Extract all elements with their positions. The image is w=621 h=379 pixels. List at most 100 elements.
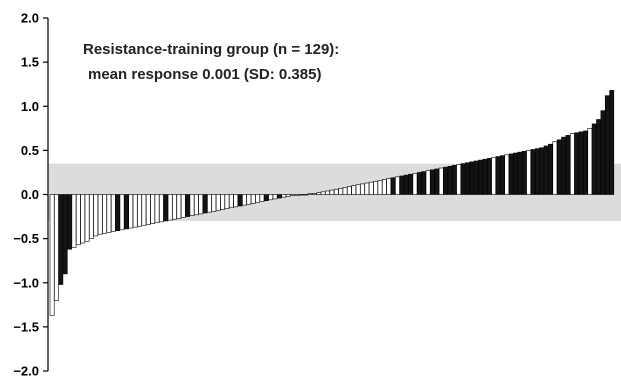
bar <box>390 177 396 195</box>
bar <box>346 186 352 195</box>
bar <box>325 190 330 195</box>
y-tick-label: 0.0 <box>21 187 39 202</box>
bar <box>342 187 348 195</box>
bar <box>84 194 90 242</box>
bar <box>539 147 545 195</box>
bar <box>587 128 593 195</box>
bar <box>228 194 234 209</box>
bar <box>246 194 252 205</box>
bar <box>548 143 553 195</box>
bar <box>552 141 558 195</box>
bar <box>119 194 125 231</box>
bar <box>421 171 427 195</box>
bar <box>242 194 247 206</box>
bar <box>80 194 86 244</box>
bar <box>255 194 260 203</box>
bar <box>132 194 138 228</box>
bar <box>504 154 510 195</box>
bar <box>215 194 221 211</box>
bar <box>141 194 147 226</box>
bar <box>416 172 422 195</box>
y-tick-label: −2.0 <box>13 364 39 379</box>
y-tick-label: −1.5 <box>13 319 39 334</box>
bar <box>438 167 444 195</box>
bar <box>609 90 615 195</box>
bar <box>329 189 335 195</box>
y-tick-layer: 2.0 1.5 1.0 0.5 0.0 −0.5 −1.0 −1.5 −2.0 <box>13 11 48 379</box>
y-tick-label: 0.5 <box>21 143 39 158</box>
y-tick-label: 1.0 <box>21 99 39 114</box>
bar <box>49 194 55 316</box>
bar <box>495 156 501 195</box>
bar <box>115 194 121 231</box>
bar <box>578 131 584 195</box>
bar <box>176 194 182 219</box>
bar <box>517 151 523 195</box>
bar <box>491 157 497 195</box>
bar <box>543 145 549 195</box>
bar <box>460 163 466 195</box>
bar <box>259 194 265 202</box>
bar <box>316 192 322 195</box>
bar <box>89 194 94 239</box>
bar <box>600 110 606 195</box>
bar <box>137 194 142 227</box>
annotation-line-2: mean response 0.001 (SD: 0.385) <box>88 66 321 83</box>
bar <box>285 194 291 197</box>
bar <box>425 170 431 195</box>
bar <box>102 194 107 234</box>
bar <box>97 194 103 235</box>
bar <box>351 185 357 195</box>
bar <box>220 194 225 210</box>
bar <box>465 162 470 195</box>
bar <box>71 194 77 248</box>
bar <box>237 194 243 207</box>
bar <box>281 194 287 198</box>
bar <box>207 194 212 213</box>
bar <box>320 191 326 195</box>
y-tick-label: 1.5 <box>21 55 39 70</box>
bar <box>154 194 160 224</box>
bar <box>150 194 156 224</box>
bar <box>604 95 610 195</box>
bar <box>294 194 300 196</box>
bar <box>526 150 532 195</box>
bar <box>408 173 413 195</box>
bar <box>399 175 405 195</box>
bar <box>565 135 571 195</box>
bar <box>561 136 567 195</box>
bar-layer <box>49 90 615 316</box>
bar <box>521 150 527 195</box>
bar <box>469 161 475 195</box>
bar <box>54 194 59 301</box>
bar <box>75 194 81 246</box>
bar <box>233 194 239 208</box>
bar <box>451 165 457 195</box>
bar <box>513 152 518 195</box>
bar <box>368 181 374 195</box>
bar <box>303 194 309 196</box>
bar <box>574 132 580 195</box>
y-tick-label: 2.0 <box>21 11 39 26</box>
bar <box>312 193 317 195</box>
bar <box>386 178 392 195</box>
bar <box>443 166 448 195</box>
bar <box>403 174 409 195</box>
bar <box>167 194 173 221</box>
bar <box>534 148 540 195</box>
bar <box>185 194 190 217</box>
y-tick-label: −1.0 <box>13 275 39 290</box>
bar <box>508 153 514 195</box>
bar <box>172 194 177 220</box>
bar <box>583 130 588 195</box>
bar <box>456 164 462 195</box>
bar <box>473 160 479 195</box>
bar <box>128 194 134 229</box>
bar <box>530 149 536 195</box>
bar <box>500 155 505 195</box>
bar <box>62 194 68 275</box>
bar <box>596 119 601 195</box>
bar <box>430 169 435 195</box>
